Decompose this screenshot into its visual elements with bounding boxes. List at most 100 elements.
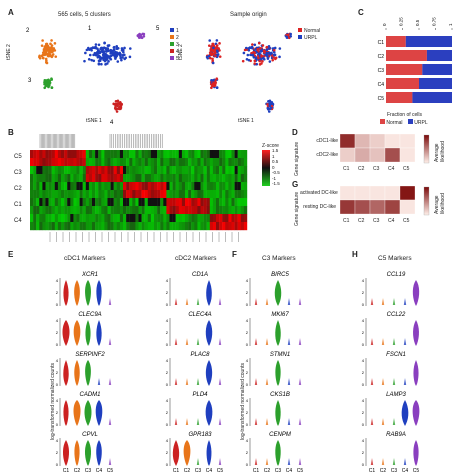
heatmap-cell: [172, 174, 176, 183]
marker-gene-label: PLD4: [192, 392, 208, 398]
heatmap-cell: [178, 206, 183, 215]
heatmap-cell: [82, 190, 86, 199]
heatmap-cell: [64, 198, 68, 207]
heatmap-cell: [95, 174, 99, 183]
legend-swatch: [170, 42, 174, 46]
heatmap-cell: [30, 174, 34, 183]
tsne-point: [116, 104, 120, 108]
heatmap-cell: [150, 206, 155, 215]
violin-y-tick: 4: [166, 438, 169, 443]
heatmap-cell: [231, 158, 235, 167]
heatmap-cell: [203, 150, 207, 159]
panel-letter-e: E: [8, 250, 14, 259]
heatmap-cell: [212, 190, 217, 199]
heatmap-cell: [30, 198, 34, 207]
violin-y-tick: 4: [362, 358, 365, 363]
heatmap-cell: [42, 198, 46, 207]
origin-point: [258, 59, 261, 63]
heatmap-cell: [138, 222, 142, 231]
signature-heatmap-g: [339, 185, 416, 215]
tsne-point: [118, 101, 122, 104]
cluster-legend-item: 4: [170, 49, 179, 56]
legend-text: 4: [176, 49, 179, 55]
violin-x-tick: C4: [96, 468, 103, 474]
violin-shape: [275, 440, 281, 466]
heatmap-cell: [150, 150, 155, 159]
heatmap-cell: [82, 214, 86, 223]
heatmap-cell: [175, 158, 179, 167]
panel-h-title: C5 Markers: [378, 255, 412, 262]
panel-d-cbar-label: Average likelihood: [434, 141, 446, 162]
violin-shape-low: [381, 458, 385, 465]
cluster-number-label: 4: [110, 120, 114, 126]
origin-point: [212, 52, 216, 56]
heatmap-cell: [157, 150, 161, 159]
heatmap-cell: [30, 222, 34, 231]
heatmap-cell: [231, 166, 235, 175]
violin-y-tick: 2: [56, 330, 59, 335]
heatmap-cell: [129, 150, 133, 159]
origin-point: [212, 46, 215, 50]
origin-point: [249, 53, 252, 57]
violin-shape-low: [298, 298, 302, 305]
tsne-point: [116, 99, 120, 103]
signature-row-label: cDC2-like: [316, 152, 338, 158]
heatmap-cell: [135, 198, 139, 207]
violin-shape: [205, 360, 213, 386]
origin-point: [266, 106, 270, 110]
fraction-bar-segment: [386, 64, 423, 75]
heatmap-cell: [160, 190, 164, 199]
heatmap-cell: [88, 174, 93, 183]
heatmap-cell: [76, 158, 80, 167]
violin-shape: [73, 400, 81, 426]
heatmap-cell: [123, 150, 127, 159]
violin-x-tick: C1: [63, 468, 70, 474]
tsne-point: [94, 46, 98, 49]
heatmap-cell: [92, 190, 96, 199]
violin-y-tick: 2: [246, 450, 249, 455]
heatmap-cell: [209, 158, 214, 167]
violin-shape-low: [265, 418, 269, 425]
heatmap-cell: [228, 174, 232, 183]
heatmap-cell: [42, 166, 46, 175]
violin-y-tick: 4: [56, 318, 59, 323]
heatmap-cell: [36, 190, 40, 199]
heatmap-cell: [175, 206, 179, 215]
marker-gene-label: LAMP3: [386, 392, 406, 398]
heatmap-cell: [82, 150, 86, 159]
heatmap-cell: [243, 150, 248, 159]
violin-x-tick: C4: [402, 468, 409, 474]
violin-shape-low: [370, 338, 374, 345]
heatmap-cell: [144, 190, 148, 199]
heatmap-cell: [61, 158, 65, 167]
heatmap-cell: [166, 190, 170, 199]
heatmap-cell: [85, 158, 90, 167]
violin-x-tick: C4: [286, 468, 293, 474]
heatmap-cell: [240, 166, 245, 175]
tsne-point: [45, 59, 48, 63]
violin-shape-low: [287, 298, 291, 305]
violin-shape-low: [185, 298, 189, 305]
likelihood-cell: [354, 133, 371, 149]
heatmap-cell: [154, 214, 158, 223]
heatmap-cell: [129, 190, 133, 199]
origin-point: [274, 57, 277, 61]
violin-shape: [73, 320, 81, 346]
violin-shape: [85, 360, 91, 386]
heatmap-cell: [185, 158, 189, 167]
heatmap-cell: [33, 190, 37, 199]
legend-swatch: [170, 28, 174, 32]
violin-y-tick: 2: [246, 370, 249, 375]
heatmap-cell: [76, 206, 80, 215]
heatmap-cell: [225, 182, 229, 191]
heatmap-cell: [110, 198, 114, 207]
tsne-point: [90, 58, 93, 62]
legend-swatch: [170, 35, 174, 39]
heatmap-cell: [36, 198, 40, 207]
heatmap-cell: [203, 158, 207, 167]
heatmap-cell: [101, 158, 105, 167]
heatmap-cell: [129, 158, 133, 167]
panel-letter-f: F: [232, 250, 237, 259]
heatmap-cell: [157, 166, 161, 175]
heatmap-cell: [30, 190, 34, 199]
